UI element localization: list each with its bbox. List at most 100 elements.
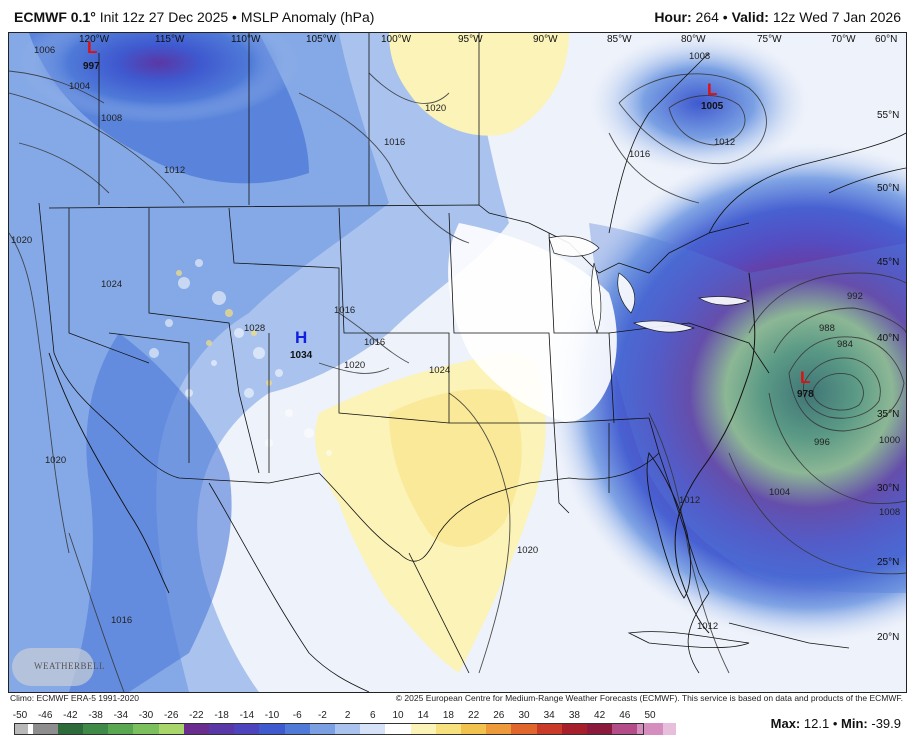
lon-label-85w: 85°W	[607, 34, 632, 45]
lat-label-50n: 50°N	[877, 183, 899, 194]
hour-label: Hour:	[654, 9, 692, 25]
colorbar-swatch	[536, 723, 563, 735]
colorbar-frame	[14, 723, 644, 735]
colorbar-tick: -10	[264, 710, 280, 721]
colorbar-swatch	[662, 723, 677, 735]
model-name: ECMWF 0.1°	[14, 9, 96, 25]
colorbar-tick: 6	[370, 710, 376, 721]
lat-label-60n: 60°N	[875, 34, 897, 45]
lon-label-120w: 120°W	[79, 34, 110, 45]
isobar-label: 1016	[334, 305, 355, 316]
low-symbol: L	[87, 38, 97, 57]
low-value: 997	[83, 61, 100, 72]
colorbar-swatch	[360, 723, 386, 735]
high-value: 1034	[290, 350, 313, 361]
valid-separator: •	[722, 9, 728, 25]
lat-label-45n: 45°N	[877, 257, 899, 268]
florida	[646, 451, 691, 599]
max-value: 12.1	[803, 716, 830, 731]
title-separator: •	[232, 9, 237, 25]
colorbar-swatch	[158, 723, 185, 735]
colorbar-tick: 14	[417, 710, 429, 721]
lat-label-35n: 35°N	[877, 409, 899, 420]
colorbar-tick: -6	[292, 710, 302, 721]
map-panel: 120°W 115°W 110°W 105°W 100°W 95°W 90°W …	[8, 32, 907, 693]
climo-credit: Climo: ECMWF ERA-5 1991-2020	[10, 693, 139, 703]
isobar-label: 1004	[69, 81, 90, 92]
isobar-label: 1012	[679, 495, 700, 506]
colorbar-tick: 30	[518, 710, 530, 721]
colorbar-swatch	[511, 723, 538, 735]
colorbar-swatch	[83, 723, 109, 735]
lon-labels: 120°W 115°W 110°W 105°W 100°W 95°W 90°W …	[79, 34, 897, 45]
lon-label-115w: 115°W	[155, 34, 185, 45]
isobar-label: 992	[847, 291, 863, 302]
lat-label-55n: 55°N	[877, 110, 899, 121]
min-value: -39.9	[871, 716, 901, 731]
colorbar-swatch	[612, 723, 638, 735]
pressure-center-atlantic-low: L 978	[797, 368, 814, 400]
max-label: Max:	[770, 716, 801, 731]
lon-label-75w: 75°W	[757, 34, 782, 45]
isobar-label: 984	[837, 339, 853, 350]
credits: Climo: ECMWF ERA-5 1991-2020 © 2025 Euro…	[8, 692, 905, 704]
colorbar-swatch	[335, 723, 361, 735]
colorbar-tick: 2	[344, 710, 351, 721]
colorbar-tick: -14	[239, 710, 255, 721]
pressure-center-rockies-high: H 1034	[290, 328, 313, 361]
pressure-center-nw-low: L 997	[83, 38, 100, 72]
colorbar-swatch	[486, 723, 512, 735]
isobar-label: 1020	[344, 360, 365, 371]
field-name: MSLP Anomaly (hPa)	[240, 9, 375, 25]
isobar-label: 1024	[429, 365, 450, 376]
max-min-stats: Max: 12.1 • Min: -39.9	[771, 716, 901, 731]
colorbar-swatch	[259, 723, 286, 735]
colorbar-swatch	[561, 723, 588, 735]
colorbar-tick: -50	[12, 710, 28, 721]
map-title: ECMWF 0.1° Init 12z 27 Dec 2025 • MSLP A…	[14, 9, 374, 25]
isobars	[9, 70, 906, 692]
isobar-label: 1004	[769, 487, 790, 498]
colorbar-swatch	[587, 723, 613, 735]
high-symbol: H	[295, 328, 307, 347]
isobar-label: 996	[814, 437, 830, 448]
colorbar-swatch	[57, 723, 84, 735]
colorbar-tick: 18	[442, 710, 454, 721]
colorbar-swatch	[385, 723, 412, 735]
isobar-label: 1016	[629, 149, 650, 160]
lat-label-30n: 30°N	[877, 483, 899, 494]
colorbar-tick: -18	[214, 710, 229, 721]
east-coast	[674, 272, 756, 634]
isobar-label: 1020	[45, 455, 66, 466]
low-symbol: L	[707, 80, 717, 99]
terrain-noise-yellow	[176, 270, 272, 386]
hour-value: 264	[695, 9, 719, 25]
copyright-credit: © 2025 European Centre for Medium-Range …	[395, 693, 903, 703]
lon-label-100w: 100°W	[381, 34, 412, 45]
colorbar-swatch	[14, 723, 28, 735]
colorbar: -50 -46 -42 -38 -34 -30 -26 -22 -18 -14 -10 -6 -2 2 6 1…	[12, 710, 677, 746]
low-symbol: L	[800, 368, 810, 387]
colorbar-tick: 42	[594, 710, 606, 721]
colorbar-tick: 34	[543, 710, 555, 721]
isobar-label: 1016	[364, 337, 385, 348]
isobar-label: 1012	[697, 621, 718, 632]
stats-separator: •	[832, 716, 838, 731]
init-time: Init 12z 27 Dec 2025	[99, 9, 229, 25]
isobar-label: 1020	[517, 545, 538, 556]
colorbar-tick: 10	[392, 710, 404, 721]
low-value: 1005	[701, 101, 724, 112]
colorbar-tick: 22	[468, 710, 480, 721]
lon-label-95w: 95°W	[458, 34, 483, 45]
logo-text: WEATHERBELL	[34, 661, 105, 671]
isobar-label: 1008	[689, 51, 710, 62]
isobar-label: 1006	[34, 45, 55, 56]
isobar-label: 988	[819, 323, 835, 334]
colorbar-tick: -42	[63, 710, 78, 721]
low-value: 978	[797, 389, 814, 400]
colorbar-tick: -38	[88, 710, 103, 721]
lat-label-25n: 25°N	[877, 557, 899, 568]
anomaly-east-blue	[589, 223, 906, 593]
colorbar-swatch	[32, 723, 59, 735]
baja	[48, 352, 170, 594]
